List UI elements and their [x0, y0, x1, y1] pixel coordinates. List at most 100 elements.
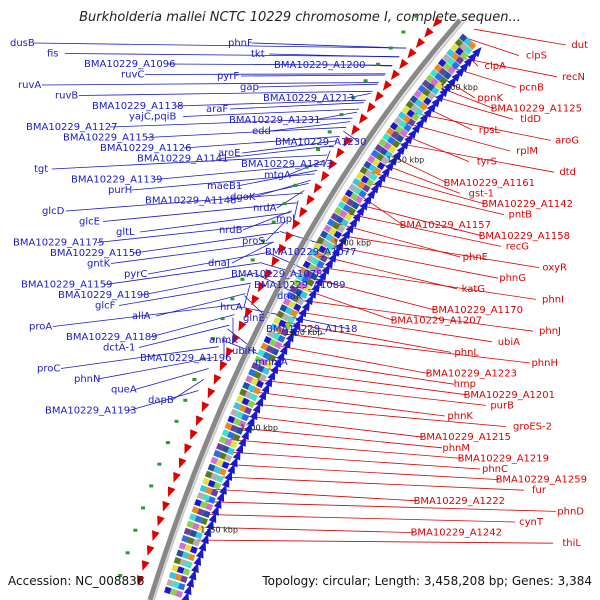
gene-arrow-forward [295, 312, 304, 324]
gene-block [319, 254, 329, 263]
gene-marker [316, 148, 321, 151]
left-leader-line [253, 179, 311, 198]
left-leader-line [134, 368, 209, 390]
gene-block [251, 362, 260, 370]
gene-arrow-forward [227, 463, 235, 475]
gene-block [443, 71, 452, 80]
gene-block [319, 230, 329, 239]
gene-arrow-forward [349, 217, 358, 228]
gene-block [166, 579, 174, 587]
gene-block [235, 411, 244, 419]
gene-arrow-reverse [335, 147, 345, 159]
right-gene-label: phnL [454, 347, 479, 358]
gene-arrow-forward [352, 211, 362, 222]
gene-arrow-forward [331, 246, 341, 257]
gene-block [370, 149, 380, 158]
left-leader-line [324, 150, 331, 165]
gene-block [189, 529, 198, 538]
gene-block [375, 152, 385, 162]
left-leader-line [141, 272, 257, 296]
gene-block [293, 303, 302, 312]
gene-marker [192, 378, 197, 381]
gene-marker [220, 317, 225, 321]
left-leader-line [293, 200, 299, 220]
gene-block [303, 284, 312, 293]
gene-block [172, 580, 180, 589]
left-gene-label: proC [37, 364, 60, 375]
gene-block [181, 534, 189, 543]
gene-block [330, 236, 339, 245]
left-gene-label: fis [47, 49, 59, 60]
gene-arrow-reverse [374, 91, 384, 102]
right-gene-label: tldD [520, 114, 541, 125]
left-leader-line [268, 53, 400, 58]
left-leader-line [144, 73, 386, 75]
gene-block [197, 524, 206, 533]
gene-arrow-forward [342, 228, 351, 240]
gene-arrow-forward [400, 139, 410, 150]
gene-blocks [118, 14, 482, 600]
right-gene-label: gst-1 [469, 188, 494, 199]
gene-block [415, 107, 424, 116]
gene-block [221, 445, 230, 453]
gene-block [295, 272, 305, 282]
gene-block [386, 127, 395, 136]
gene-block [194, 515, 203, 524]
gene-block [197, 508, 205, 516]
left-gene-label: BMA10229_A1231 [229, 115, 320, 126]
right-gene-label: ubiA [498, 337, 520, 348]
gene-arrow-forward [356, 205, 365, 217]
gene-block [431, 86, 440, 96]
gene-block [224, 454, 233, 463]
gene-block [245, 375, 254, 384]
gene-marker [304, 165, 309, 169]
gene-block [227, 447, 235, 456]
right-gene-label: BMA10229_A1142 [482, 199, 573, 210]
position-ticks: 1100 kbp 1150 kbp 1200 kbp 1250 kbp 1300 kbp… [200, 83, 478, 535]
gene-block [459, 51, 469, 60]
gene-block [262, 351, 271, 360]
gene-block [442, 62, 452, 71]
left-gene-label: hrcA [220, 302, 243, 313]
gene-arrow-forward [188, 569, 197, 581]
right-leader-line [317, 254, 458, 290]
gene-block [340, 218, 349, 228]
gene-block [306, 278, 315, 287]
left-gene-label: BMA10229_A1118 [266, 324, 357, 335]
left-leader-line [251, 42, 407, 49]
gene-block [316, 260, 325, 269]
gene-arrow-forward [267, 369, 276, 381]
left-leader-line [110, 242, 274, 264]
gene-block [207, 479, 216, 488]
gene-block [323, 224, 332, 233]
right-leader-line [368, 171, 486, 205]
left-leader-line [65, 192, 303, 212]
gene-block [224, 438, 233, 447]
gene-arrow-forward [298, 306, 307, 318]
left-gene-label: ruvC [121, 70, 144, 81]
left-leader-line [146, 126, 347, 138]
gene-arrow-forward [264, 376, 273, 388]
gene-block [286, 315, 296, 324]
gene-arrow-forward [219, 484, 227, 495]
gene-block [433, 63, 443, 73]
gene-arrow-forward [261, 382, 270, 394]
gene-block [179, 558, 188, 567]
gene-arrow-reverse [278, 243, 287, 255]
gene-arrow-forward [273, 357, 282, 368]
gene-block [171, 564, 179, 572]
gene-arrow-forward [241, 429, 249, 441]
gene-block [284, 306, 293, 315]
gene-block [380, 156, 390, 165]
left-gene-label: phnF [228, 38, 253, 49]
gene-block [435, 81, 444, 91]
gene-block [253, 386, 261, 395]
gene-arrow-reverse [299, 206, 308, 218]
gene-block [216, 475, 224, 483]
gene-block [256, 364, 265, 373]
left-leader-line [147, 252, 268, 275]
gene-arrow-reverse [320, 171, 330, 182]
gene-arrow-forward [427, 102, 437, 113]
gene-block [389, 122, 399, 131]
gene-block [182, 568, 191, 576]
